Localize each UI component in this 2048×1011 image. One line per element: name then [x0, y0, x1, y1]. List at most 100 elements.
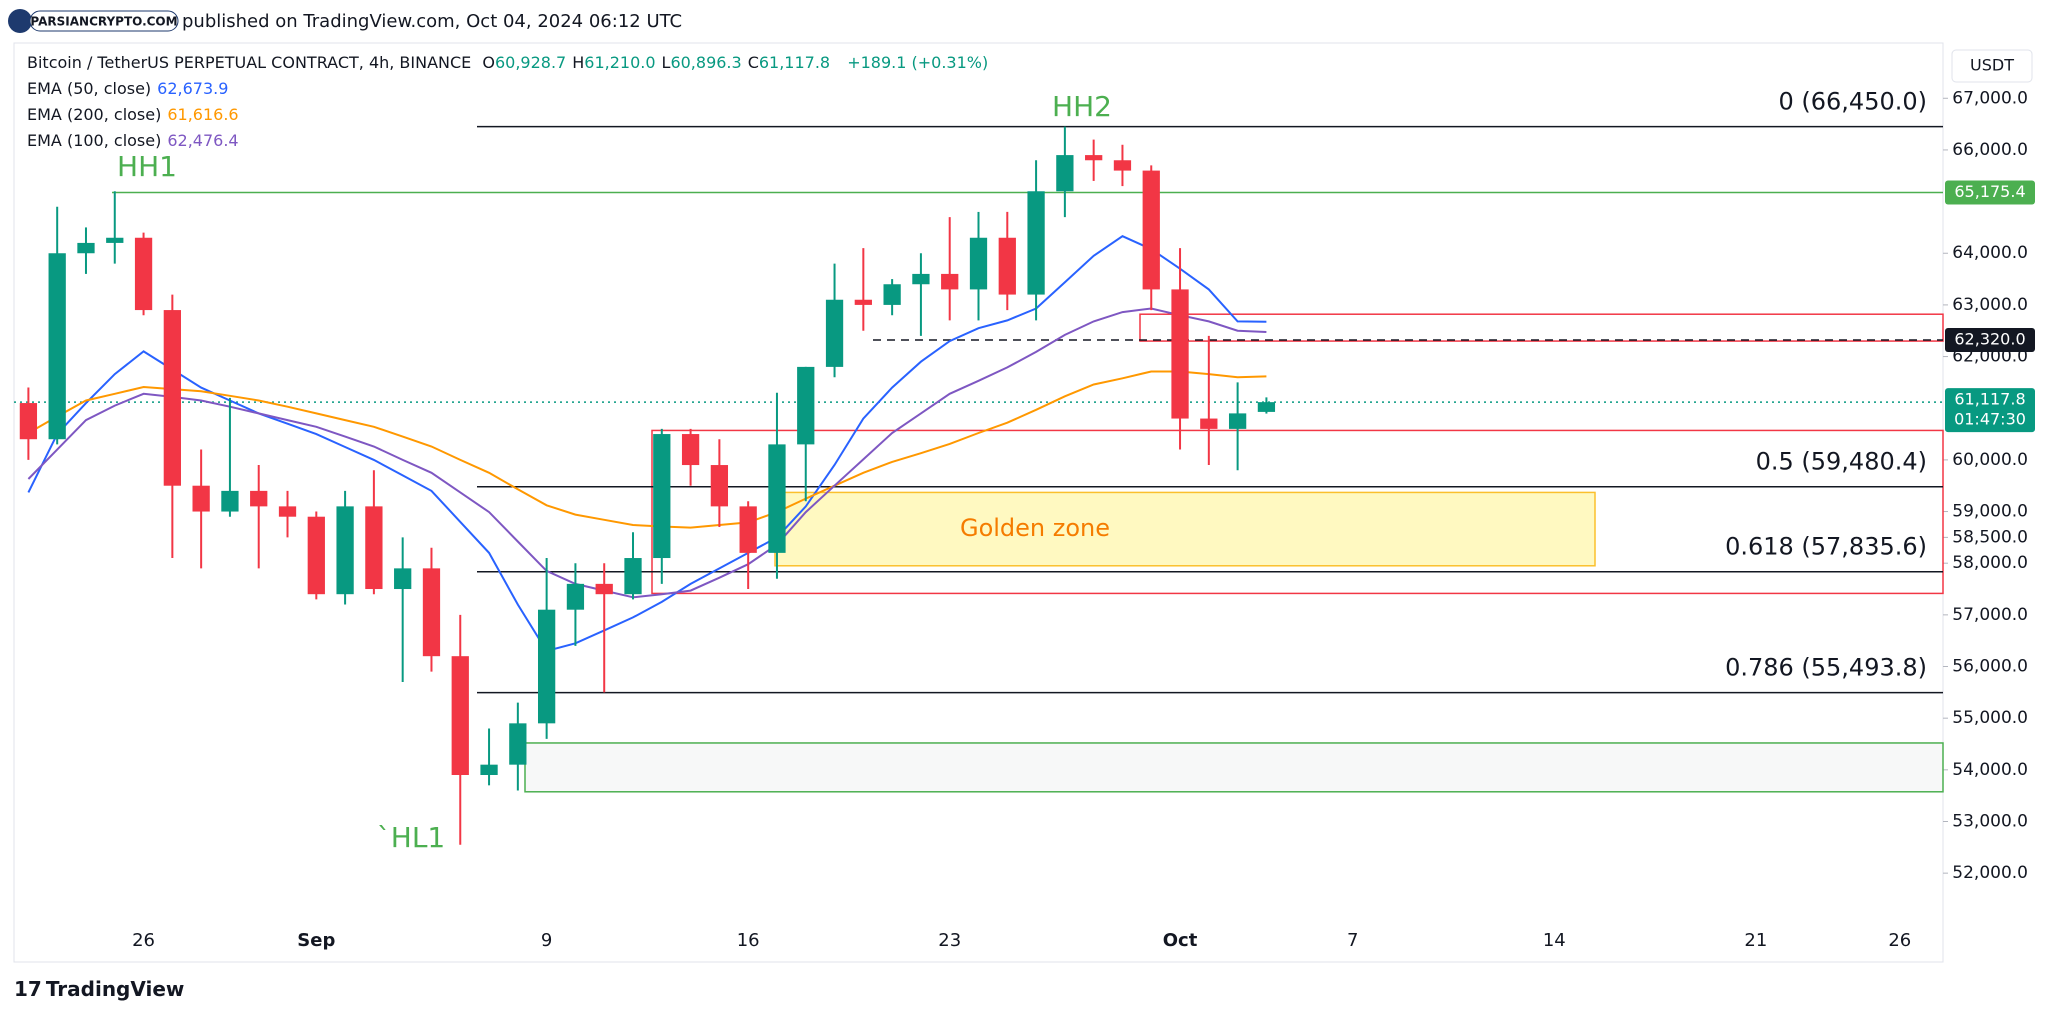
candle-body [336, 506, 354, 595]
y-tick-label: 59,000.0 [1952, 502, 2028, 522]
x-tick-label: Oct [1163, 930, 1198, 951]
legend-symbol-row: Bitcoin / TetherUS PERPETUAL CONTRACT, 4… [27, 53, 994, 72]
unit-box [1951, 49, 2033, 83]
candle-body [1200, 418, 1218, 429]
candle-body [422, 568, 441, 657]
price-badge [1945, 388, 2035, 433]
ohlc: O60,928.7 H61,210.0 L60,896.3 C61,117.8 [482, 53, 836, 72]
annotation: HH1 [117, 150, 177, 183]
candle-body [566, 583, 585, 610]
y-tick-label: 60,000.0 [1952, 450, 2028, 470]
y-tick-label: 53,000.0 [1952, 811, 2028, 831]
y-tick-label: 58,500.0 [1952, 527, 2028, 547]
ohlc-key: L [661, 53, 671, 72]
candle-body [394, 568, 412, 590]
ohlc-value: 61,117.8 [758, 53, 831, 72]
candle-body [883, 284, 901, 305]
x-tick-label: Sep [297, 930, 335, 951]
footer-text: TradingView [45, 977, 185, 1001]
candle-body [739, 506, 757, 553]
ema-line [27, 307, 1267, 599]
ohlc-key: C [747, 53, 759, 72]
price-badge-label: 62,320.0 [1954, 330, 2025, 349]
ema-line [27, 370, 1267, 529]
ema-name: EMA (200, close) [27, 105, 162, 124]
logo-box [29, 10, 179, 32]
candle-body [278, 506, 297, 517]
annotation: HH2 [1052, 90, 1112, 123]
candle-body [969, 237, 988, 290]
candle-body [509, 723, 527, 765]
candle-body [1113, 160, 1132, 171]
countdown-label: 01:47:30 [1954, 410, 2026, 429]
zone [651, 429, 1944, 595]
candle-body [941, 273, 959, 290]
candle-body [106, 237, 124, 243]
y-tick-label: 64,000.0 [1952, 243, 2028, 263]
candle-body [451, 656, 469, 775]
candle-body [595, 583, 613, 595]
candle-body [365, 506, 383, 590]
candle-body [77, 242, 95, 254]
logo-text: PARSIANCRYPTO.COM [30, 15, 177, 29]
zone [1139, 313, 1944, 342]
y-tick-label: 58,000.0 [1952, 553, 2028, 573]
ema-value: 62,476.4 [167, 131, 239, 150]
price-badge [1945, 180, 2035, 205]
candle-body [537, 609, 556, 724]
change: +189.1 (+0.31%) [847, 53, 989, 72]
candle-body [307, 516, 325, 595]
y-tick-label: 52,000.0 [1952, 863, 2028, 883]
zone-label: Golden zone [960, 514, 1110, 542]
fib-label: 0 (66,450.0) [1779, 88, 1928, 116]
ohlc-value: 60,928.7 [494, 53, 567, 72]
candle-body [1228, 413, 1247, 429]
candle-body [825, 299, 844, 367]
published: published on TradingView.com, Oct 04, 20… [182, 11, 683, 32]
price-badge-label: 61,117.8 [1954, 390, 2025, 409]
unit-label: USDT [1970, 56, 2014, 75]
x-tick-label: 9 [541, 930, 552, 951]
candle-body [681, 434, 700, 466]
candle-body [250, 490, 268, 507]
y-tick-label: 63,000.0 [1952, 295, 2028, 315]
price-badge-label: 65,175.4 [1954, 182, 2025, 201]
candle-body [480, 764, 498, 775]
candle-body [1056, 155, 1074, 192]
candle-body [998, 237, 1016, 295]
candle-body [1027, 191, 1045, 295]
ema-legend-row: EMA (100, close) 62,476.4 [27, 131, 245, 150]
ema-legend-row: EMA (200, close) 61,616.6 [27, 105, 245, 124]
ohlc-value: 61,210.0 [584, 53, 656, 72]
ema-line [27, 235, 1267, 653]
candle-body [134, 237, 153, 311]
x-tick-label: 26 [1888, 930, 1911, 951]
ema-name: EMA (100, close) [27, 131, 162, 150]
candle-body [163, 310, 181, 486]
candle-body [797, 366, 815, 445]
y-tick-label: 54,000.0 [1952, 760, 2028, 780]
candle-body [221, 490, 239, 512]
annotation: `HL1 [377, 821, 445, 854]
y-tick-label: 55,000.0 [1952, 708, 2028, 728]
ohlc-value: 60,896.3 [670, 53, 742, 72]
ohlc-key: H [572, 53, 585, 72]
zone [524, 742, 1944, 793]
symbol: Bitcoin / TetherUS PERPETUAL CONTRACT, 4… [27, 53, 472, 72]
ema-value: 61,616.6 [167, 105, 239, 124]
fib-label: 0.5 (59,480.4) [1756, 448, 1927, 476]
ohlc-key: O [482, 53, 495, 72]
candle-body [19, 403, 38, 440]
candle-body [710, 465, 729, 507]
candle-body [854, 299, 872, 305]
x-tick-label: 14 [1543, 930, 1566, 951]
ema-name: EMA (50, close) [27, 79, 152, 98]
candle-body [1142, 170, 1160, 290]
candle-body [192, 485, 210, 512]
y-tick-label: 67,000.0 [1952, 88, 2028, 108]
x-tick-label: 16 [737, 930, 760, 951]
x-tick-label: 21 [1744, 930, 1767, 951]
y-tick-label: 56,000.0 [1952, 657, 2028, 677]
candle-body [624, 558, 642, 595]
